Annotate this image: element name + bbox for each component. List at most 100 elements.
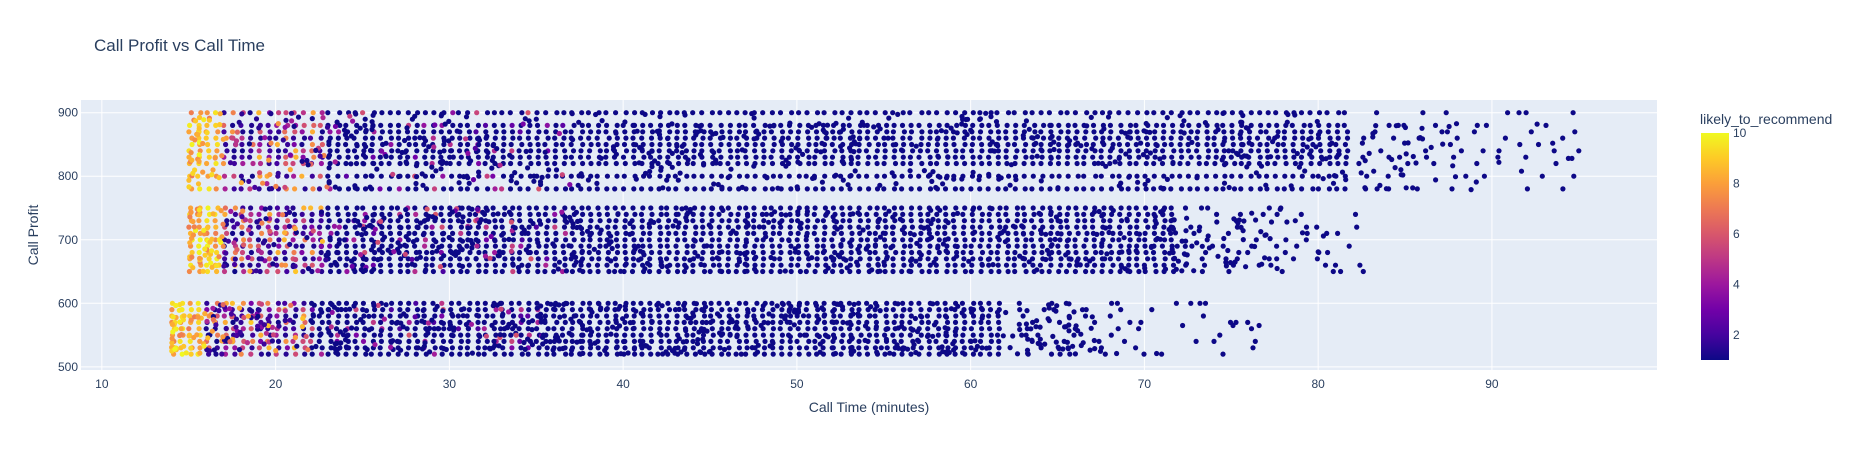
data-point (1243, 264, 1249, 270)
data-point (362, 116, 368, 122)
data-point (604, 211, 611, 217)
data-point (458, 332, 464, 338)
data-point (440, 308, 446, 314)
data-point (1229, 122, 1235, 128)
data-point (847, 205, 853, 211)
data-point (939, 344, 945, 350)
data-point (561, 135, 567, 141)
data-point (770, 313, 776, 319)
data-point (554, 110, 560, 116)
data-point (704, 243, 710, 249)
data-point (387, 122, 393, 128)
data-point (1034, 318, 1040, 324)
data-point (464, 122, 470, 128)
data-point (544, 237, 551, 243)
data-point (533, 224, 539, 230)
data-point (618, 351, 624, 357)
data-point (267, 249, 273, 256)
data-point (215, 129, 221, 135)
data-point (300, 338, 306, 344)
data-point (1029, 230, 1035, 236)
data-point (950, 135, 957, 141)
data-point (734, 148, 741, 154)
data-point (768, 154, 774, 160)
data-point (263, 216, 269, 222)
data-point (388, 205, 395, 211)
data-point (787, 334, 794, 340)
data-point (335, 319, 341, 325)
data-point (432, 205, 438, 211)
data-point (1133, 160, 1139, 167)
data-point (1090, 186, 1096, 192)
data-point (1143, 160, 1149, 167)
data-point (789, 110, 795, 116)
data-point (1091, 237, 1097, 243)
data-point (562, 154, 569, 160)
data-point (236, 347, 243, 353)
data-point (674, 135, 680, 141)
data-point (568, 154, 575, 160)
data-point (812, 326, 818, 332)
data-point (658, 165, 664, 171)
data-point (292, 313, 299, 319)
data-point (688, 319, 694, 326)
data-point (622, 160, 628, 167)
data-point (727, 122, 734, 128)
data-point (718, 154, 724, 160)
data-point (1446, 123, 1452, 130)
data-point (1523, 110, 1529, 116)
data-point (968, 249, 974, 256)
data-point (962, 243, 968, 249)
data-point (836, 301, 842, 307)
data-point (368, 247, 375, 253)
data-point (655, 307, 661, 313)
data-point (301, 205, 307, 211)
data-point (1181, 118, 1187, 124)
data-point (1214, 110, 1220, 116)
data-point (1090, 122, 1097, 128)
data-point (735, 313, 741, 319)
data-point (1100, 262, 1106, 268)
data-point (351, 237, 357, 243)
data-point (796, 173, 802, 179)
data-point (816, 333, 822, 340)
data-point (1196, 228, 1202, 234)
data-point (447, 218, 453, 224)
data-point (474, 110, 480, 116)
data-point (1012, 129, 1018, 135)
data-point (342, 224, 348, 230)
data-point (309, 268, 315, 275)
data-point (319, 319, 325, 325)
data-point (961, 224, 967, 230)
data-point (242, 217, 248, 223)
data-point (189, 254, 195, 260)
data-point (440, 218, 446, 224)
data-point (943, 307, 949, 313)
data-point (866, 154, 872, 160)
data-point (1101, 205, 1107, 211)
data-point (335, 250, 341, 256)
data-point (394, 205, 400, 211)
data-point (917, 237, 923, 243)
data-point (1187, 110, 1193, 116)
data-point (257, 160, 264, 167)
data-point (1162, 256, 1168, 262)
data-point (1066, 301, 1072, 307)
data-point (804, 300, 810, 306)
data-point (287, 241, 293, 247)
data-point (1030, 262, 1036, 268)
data-point (1423, 154, 1430, 160)
data-point (178, 326, 184, 332)
data-point (666, 141, 672, 148)
data-point (613, 237, 620, 243)
data-point (1098, 186, 1105, 192)
data-point (1258, 122, 1264, 128)
data-point (614, 243, 621, 249)
data-point (925, 326, 931, 332)
data-point (1182, 205, 1189, 211)
data-point (258, 256, 265, 262)
data-point (464, 345, 470, 351)
data-point (325, 351, 331, 357)
data-point (977, 116, 984, 122)
data-point (709, 237, 715, 243)
